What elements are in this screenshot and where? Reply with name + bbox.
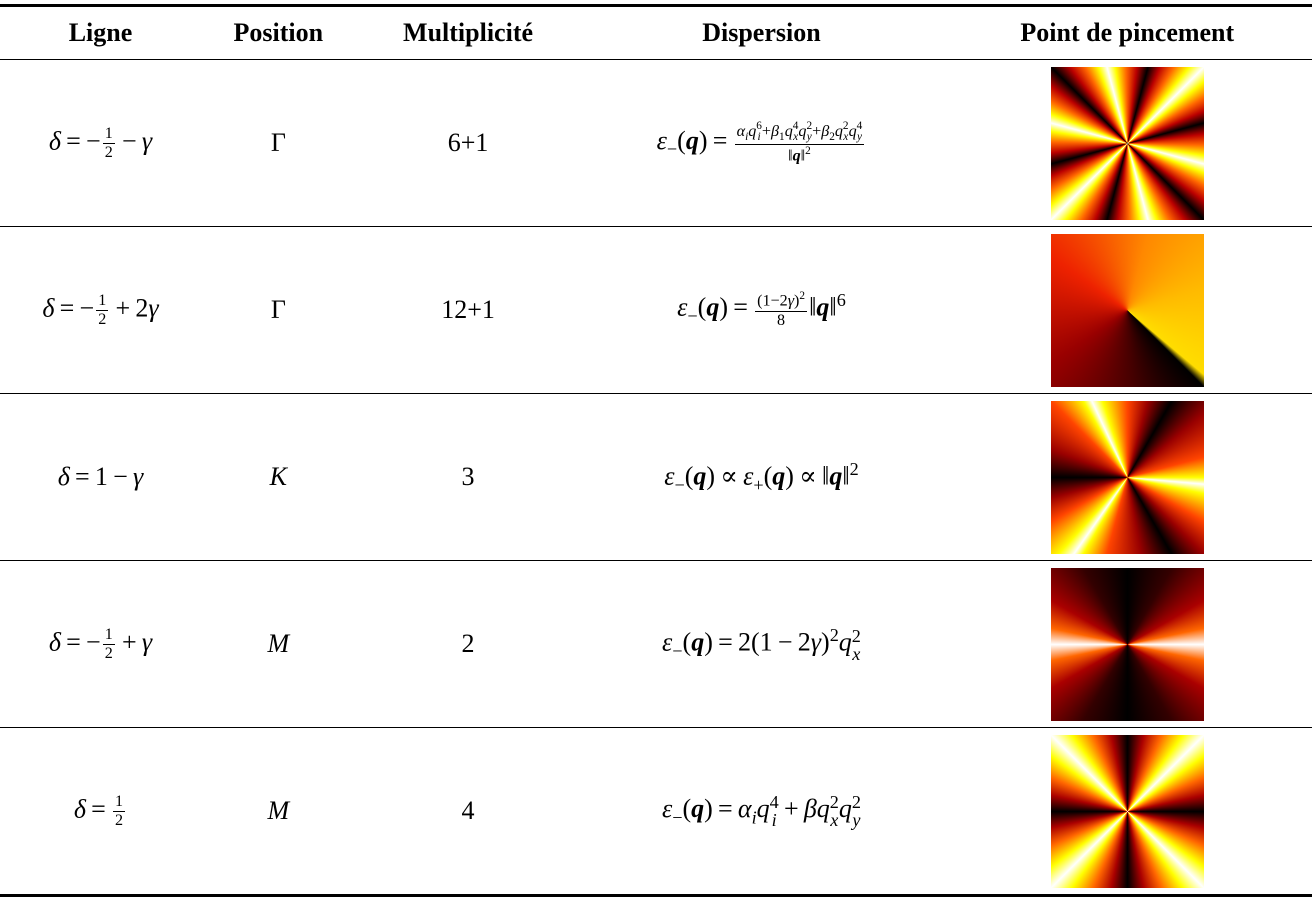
ligne-cell: δ = −1 2 − γ [48,124,153,161]
position-cell: Γ [270,128,286,157]
row: δ = −1 2 − γ Γ 6+1 ε−(q) = αiq 6 i +β1q 4 x q 2 y +β2… [0,60,1312,227]
position-cell: M [267,796,290,825]
multiplicite-cell: 6+1 [447,128,489,157]
pinch-point-image [1050,400,1204,554]
position-cell: Γ [270,295,286,324]
pinch-point-image [1050,734,1204,888]
header-cell: Dispersion [702,18,821,47]
multiplicite-cell: 3 [461,462,475,491]
ligne-cell: δ = −1 2 + 2γ [42,291,159,328]
image-cell [943,561,1312,728]
header-cell: Point de pincement [1020,18,1235,47]
header-row: Ligne Position Multiplicité Dispersion P… [0,5,1312,60]
image-cell [943,394,1312,561]
position-cell: M [267,629,290,658]
pinch-point-image [1050,66,1204,220]
dispersion-cell: ε−(q) = (1−2γ)2 8 ‖q‖6 [677,290,846,329]
multiplicite-cell: 4 [461,796,475,825]
ligne-cell: δ = 1 − γ [57,462,144,491]
row: δ = 1 − γ K 3 ε−(q) ∝ ε+(q) ∝ ‖q‖2 [0,394,1312,561]
pinch-point-image [1050,233,1204,387]
row: δ = −1 2 + 2γ Γ 12+1 ε−(q) = (1−2γ)2 8 ‖q‖6 [0,227,1312,394]
dispersion-cell: ε−(q) ∝ ε+(q) ∝ ‖q‖2 [664,458,859,495]
table: Ligne Position Multiplicité Dispersion P… [0,4,1312,897]
image-cell [943,227,1312,394]
dispersion-cell: ε−(q) = αiq 6 i +β1q 4 x q 2 y +β2q 2 x q 4 y ‖q‖2 [656,120,865,164]
image-cell [943,60,1312,227]
row: δ = −1 2 + γ M 2 ε−(q) = 2(1 − 2γ)2q 2 x [0,561,1312,728]
image-cell [943,728,1312,896]
ligne-cell: δ = −1 2 + γ [48,625,153,662]
dispersion-cell: ε−(q) = αiq 4 i + βq 2 x q 2 y [661,791,861,830]
dispersion-cell: ε−(q) = 2(1 − 2γ)2q 2 x [662,625,861,664]
row: δ = 1 2 M 4 ε−(q) = αiq 4 i + βq 2 x q 2 y [0,728,1312,896]
pinch-point-image [1050,567,1204,721]
multiplicite-cell: 2 [461,629,475,658]
multiplicite-cell: 12+1 [441,295,495,324]
header-cell: Position [233,18,324,47]
header-cell: Ligne [68,18,133,47]
header-cell: Multiplicité [403,18,534,47]
position-cell: K [269,462,288,491]
